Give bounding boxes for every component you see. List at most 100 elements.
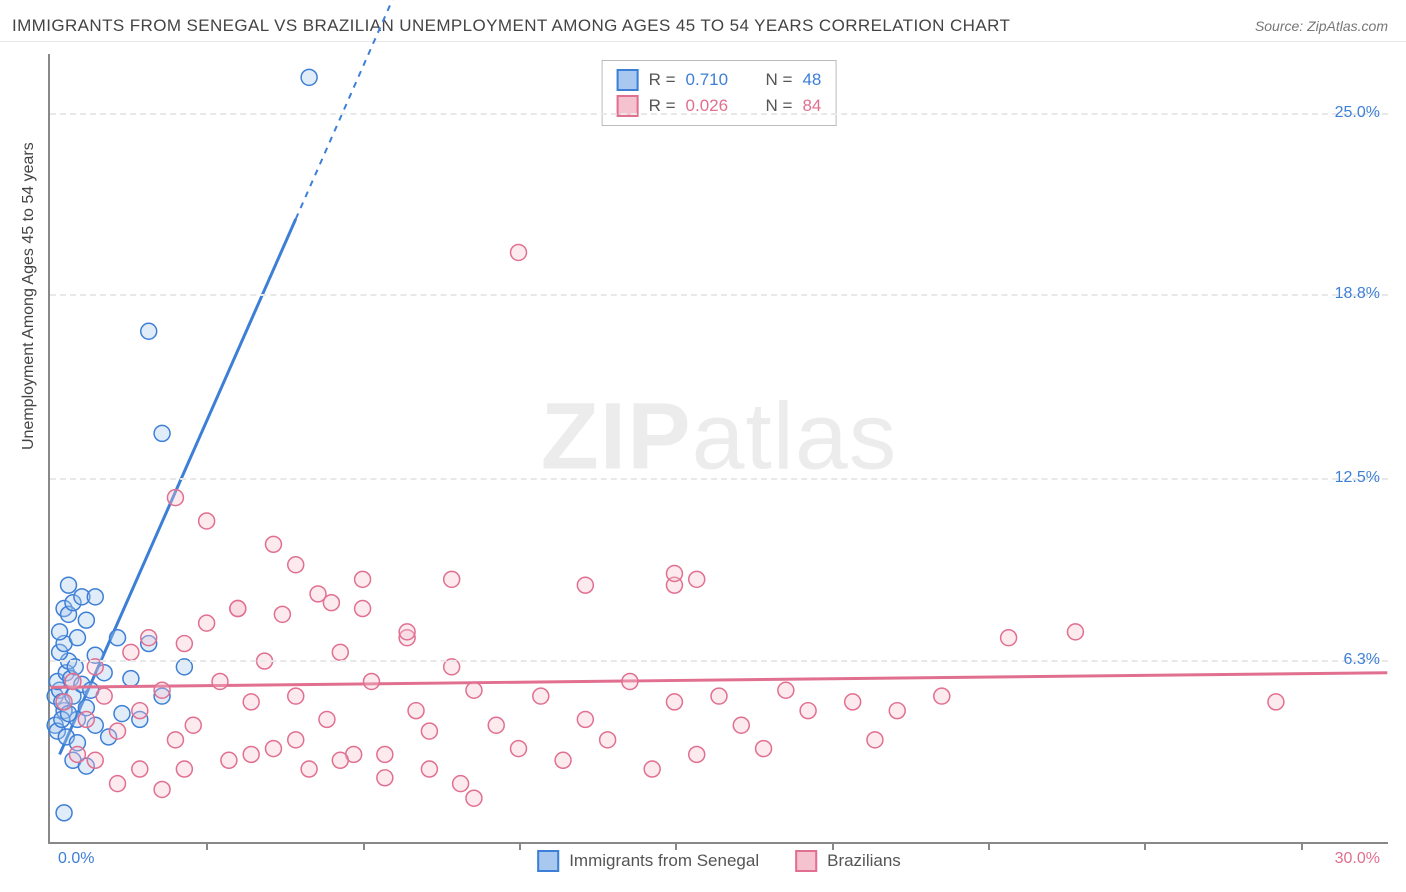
legend-series-label: Immigrants from Senegal bbox=[569, 851, 759, 871]
x-tick bbox=[832, 842, 834, 850]
data-point-brazilians bbox=[265, 536, 281, 552]
y-tick-label: 25.0% bbox=[1335, 104, 1380, 122]
x-tick bbox=[675, 842, 677, 850]
data-point-brazilians bbox=[600, 732, 616, 748]
data-point-brazilians bbox=[274, 606, 290, 622]
data-point-brazilians bbox=[288, 557, 304, 573]
data-point-brazilians bbox=[488, 717, 504, 733]
data-point-brazilians bbox=[355, 601, 371, 617]
data-point-senegal bbox=[87, 589, 103, 605]
legend-bottom-item-senegal: Immigrants from Senegal bbox=[537, 850, 759, 872]
y-tick-label: 18.8% bbox=[1335, 285, 1380, 303]
data-point-brazilians bbox=[332, 644, 348, 660]
legend-swatch-senegal bbox=[617, 69, 639, 91]
data-point-brazilians bbox=[132, 761, 148, 777]
legend-bottom-item-brazilians: Brazilians bbox=[795, 850, 901, 872]
data-point-brazilians bbox=[243, 746, 259, 762]
plot-area: ZIPatlas R = 0.710N = 48R = 0.026N = 84 … bbox=[48, 54, 1388, 844]
data-point-brazilians bbox=[69, 746, 85, 762]
data-point-brazilians bbox=[622, 674, 638, 690]
data-point-brazilians bbox=[845, 694, 861, 710]
data-point-brazilians bbox=[711, 688, 727, 704]
data-point-brazilians bbox=[377, 770, 393, 786]
grid-line bbox=[50, 478, 1388, 480]
trend-line-brazilians bbox=[51, 673, 1388, 688]
data-point-brazilians bbox=[756, 741, 772, 757]
data-point-brazilians bbox=[555, 752, 571, 768]
data-point-brazilians bbox=[934, 688, 950, 704]
grid-line bbox=[50, 660, 1388, 662]
data-point-senegal bbox=[61, 577, 77, 593]
data-point-brazilians bbox=[364, 674, 380, 690]
x-tick bbox=[363, 842, 365, 850]
data-point-brazilians bbox=[466, 790, 482, 806]
data-point-senegal bbox=[123, 671, 139, 687]
title-bar: IMMIGRANTS FROM SENEGAL VS BRAZILIAN UNE… bbox=[0, 0, 1406, 42]
legend-n-value: 48 bbox=[802, 70, 821, 90]
x-tick bbox=[988, 842, 990, 850]
x-tick bbox=[206, 842, 208, 850]
data-point-brazilians bbox=[511, 741, 527, 757]
x-tick bbox=[1144, 842, 1146, 850]
data-point-brazilians bbox=[110, 723, 126, 739]
data-point-brazilians bbox=[176, 761, 192, 777]
data-point-brazilians bbox=[577, 711, 593, 727]
data-point-brazilians bbox=[1001, 630, 1017, 646]
data-point-brazilians bbox=[288, 732, 304, 748]
legend-swatch-brazilians bbox=[795, 850, 817, 872]
data-point-brazilians bbox=[1067, 624, 1083, 640]
data-point-brazilians bbox=[867, 732, 883, 748]
x-tick bbox=[519, 842, 521, 850]
data-point-brazilians bbox=[332, 752, 348, 768]
data-point-brazilians bbox=[1268, 694, 1284, 710]
data-point-senegal bbox=[69, 630, 85, 646]
data-point-brazilians bbox=[577, 577, 593, 593]
data-point-brazilians bbox=[265, 741, 281, 757]
data-point-brazilians bbox=[65, 674, 81, 690]
data-point-brazilians bbox=[154, 781, 170, 797]
data-point-brazilians bbox=[87, 752, 103, 768]
y-axis-title: Unemployment Among Ages 45 to 54 years bbox=[20, 142, 38, 450]
data-point-brazilians bbox=[408, 703, 424, 719]
data-point-brazilians bbox=[301, 761, 317, 777]
data-point-brazilians bbox=[466, 682, 482, 698]
data-point-senegal bbox=[301, 69, 317, 85]
data-point-brazilians bbox=[889, 703, 905, 719]
data-point-brazilians bbox=[377, 746, 393, 762]
data-point-brazilians bbox=[319, 711, 335, 727]
data-point-brazilians bbox=[355, 571, 371, 587]
x-max-label: 30.0% bbox=[1335, 850, 1380, 868]
y-tick-label: 12.5% bbox=[1335, 469, 1380, 487]
x-min-label: 0.0% bbox=[58, 850, 94, 868]
data-point-brazilians bbox=[666, 694, 682, 710]
data-point-brazilians bbox=[644, 761, 660, 777]
legend-bottom: Immigrants from Senegal Brazilians bbox=[537, 850, 901, 872]
data-point-brazilians bbox=[230, 601, 246, 617]
data-point-senegal bbox=[78, 612, 94, 628]
data-point-brazilians bbox=[453, 776, 469, 792]
data-point-brazilians bbox=[96, 688, 112, 704]
data-point-brazilians bbox=[778, 682, 794, 698]
grid-line bbox=[50, 113, 1388, 115]
data-point-brazilians bbox=[800, 703, 816, 719]
chart-title: IMMIGRANTS FROM SENEGAL VS BRAZILIAN UNE… bbox=[12, 16, 1010, 36]
data-point-brazilians bbox=[56, 694, 72, 710]
legend-n-prefix: N = bbox=[766, 70, 793, 90]
x-tick bbox=[1301, 842, 1303, 850]
data-point-brazilians bbox=[421, 761, 437, 777]
data-point-brazilians bbox=[78, 711, 94, 727]
data-point-brazilians bbox=[185, 717, 201, 733]
data-point-brazilians bbox=[221, 752, 237, 768]
data-point-brazilians bbox=[199, 615, 215, 631]
legend-swatch-senegal bbox=[537, 850, 559, 872]
legend-top-row-brazilians: R = 0.026N = 84 bbox=[617, 93, 822, 119]
data-point-senegal bbox=[56, 805, 72, 821]
grid-line bbox=[50, 294, 1388, 296]
data-point-brazilians bbox=[444, 571, 460, 587]
data-point-brazilians bbox=[243, 694, 259, 710]
data-point-brazilians bbox=[167, 732, 183, 748]
data-point-brazilians bbox=[154, 682, 170, 698]
data-point-brazilians bbox=[399, 624, 415, 640]
y-tick-label: 6.3% bbox=[1344, 651, 1380, 669]
data-point-senegal bbox=[114, 706, 130, 722]
